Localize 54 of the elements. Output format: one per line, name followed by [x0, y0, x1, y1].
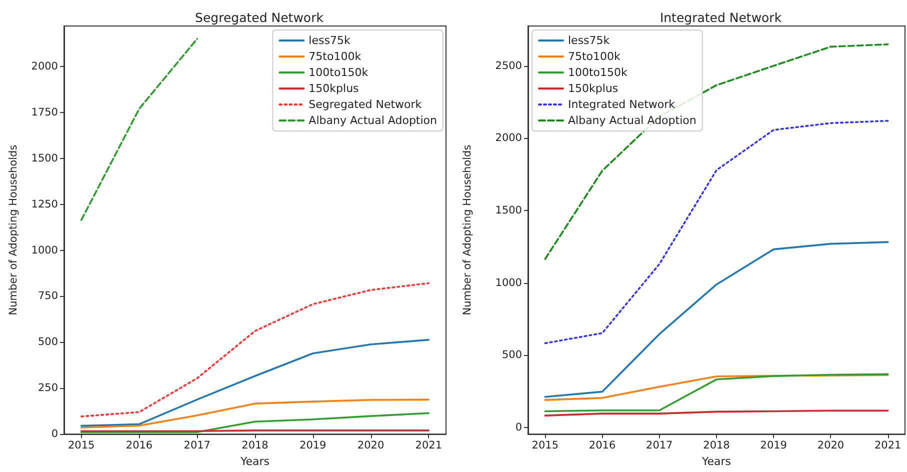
line-series	[80, 398, 430, 428]
line-series	[80, 338, 430, 427]
line-series	[544, 374, 888, 401]
line-series	[80, 282, 430, 418]
x-tick-label: 2021	[415, 440, 442, 452]
x-tick-label: 2016	[126, 440, 153, 452]
x-tick-label: 2018	[242, 440, 268, 452]
x-tick-label: 2017	[184, 440, 210, 452]
legend-label: 100to150k	[308, 66, 369, 79]
x-tick-label: 2015	[68, 440, 95, 452]
y-tick-label: 500	[501, 349, 522, 362]
y-tick-label: 1750	[31, 106, 58, 118]
legend-label: 75to100k	[568, 50, 621, 63]
x-tick-label: 2021	[874, 440, 901, 452]
legend-label: Albany Actual Adoption	[308, 114, 438, 127]
y-tick-label: 2000	[31, 60, 58, 72]
legend-label: Segregated Network	[308, 98, 422, 111]
legend-label: Integrated Network	[568, 98, 676, 111]
y-tick-label: 250	[38, 382, 58, 394]
x-axis-title: Years	[239, 455, 270, 468]
legend-label: less75k	[568, 34, 610, 47]
y-tick-label: 500	[38, 336, 58, 348]
y-tick-label: 1500	[31, 152, 58, 164]
y-tick-label: 2000	[494, 132, 522, 144]
line-series	[80, 412, 430, 433]
x-tick-label: 2019	[300, 440, 326, 452]
y-axis-title: Number of Adopting Households	[461, 144, 473, 316]
line-series	[544, 373, 888, 412]
x-tick-label: 2019	[760, 440, 786, 452]
x-tick-label: 2020	[816, 440, 844, 452]
x-tick-label: 2018	[702, 440, 730, 452]
x-axis-title: Years	[700, 455, 731, 468]
y-tick-label: 0	[514, 422, 522, 434]
line-series	[544, 241, 888, 398]
y-tick-label: 1500	[494, 204, 522, 217]
chart-title: Integrated Network	[659, 10, 782, 25]
x-tick-label: 2017	[646, 440, 672, 452]
x-tick-label: 2020	[357, 440, 384, 452]
chart-title: Segregated Network	[195, 10, 324, 25]
y-tick-label: 0	[51, 428, 58, 440]
y-axis-title: Number of Adopting Households	[8, 144, 20, 316]
legend-label: less75k	[308, 34, 351, 47]
legend-label: Albany Actual Adoption	[568, 114, 696, 127]
y-tick-label: 1250	[31, 198, 58, 210]
y-tick-label: 1000	[31, 244, 58, 256]
x-tick-label: 2015	[531, 440, 558, 452]
y-tick-label: 750	[38, 290, 58, 302]
legend-label: 150kplus	[308, 82, 360, 95]
legend-label: 100to150k	[568, 66, 628, 79]
y-tick-label: 1000	[494, 276, 522, 289]
y-tick-label: 2500	[494, 60, 522, 72]
x-tick-label: 2016	[588, 440, 616, 452]
legend-label: 75to100k	[308, 50, 362, 63]
legend-label: 150kplus	[568, 82, 618, 95]
